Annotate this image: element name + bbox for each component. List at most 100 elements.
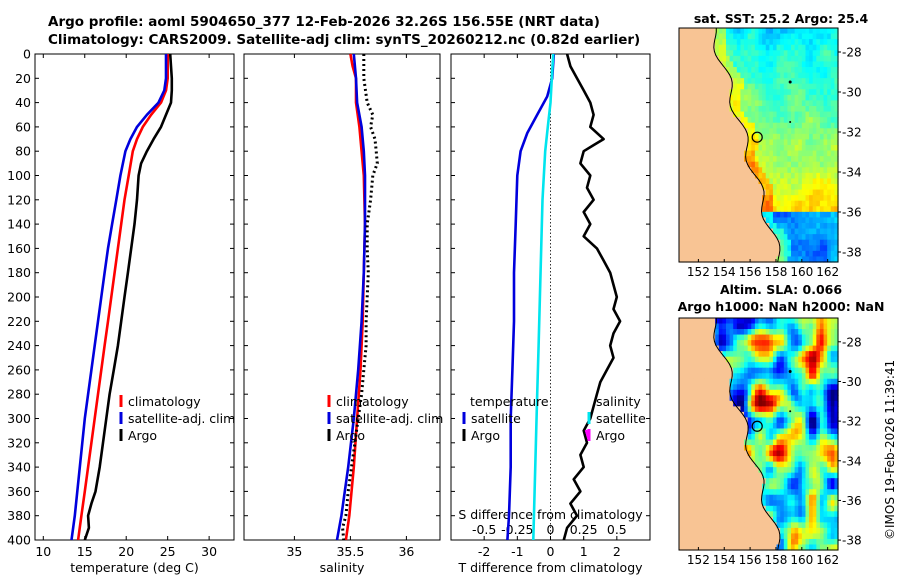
map-cell (686, 533, 691, 540)
map-cell (704, 122, 709, 129)
map-cell (704, 478, 709, 485)
map-cell (722, 373, 727, 380)
map-cell (707, 406, 713, 413)
map-cell (697, 245, 702, 252)
map-cell (700, 505, 705, 512)
map-cell (805, 50, 810, 57)
map-cell (740, 245, 745, 252)
map-cell (722, 351, 727, 358)
map-cell (827, 211, 832, 219)
map-cell (801, 178, 807, 185)
map-cell (827, 50, 832, 57)
map-cell (827, 195, 832, 202)
map-cell (769, 445, 774, 452)
map-cell (744, 511, 749, 518)
map-cell (762, 467, 767, 474)
map-cell (816, 245, 821, 252)
map-cell (704, 323, 709, 330)
map-cell (751, 195, 756, 202)
map-cell (715, 450, 720, 457)
map-cell (794, 356, 799, 363)
map-cell (711, 172, 716, 180)
map-cell (707, 505, 713, 512)
map-cell (736, 111, 742, 118)
map-cell (812, 522, 817, 529)
map-cell (765, 156, 770, 163)
map-cell (754, 50, 760, 57)
map-cell (765, 456, 770, 463)
map-cell (751, 28, 756, 35)
map-cell (798, 367, 803, 374)
map-cell (812, 494, 817, 501)
map-cell (827, 184, 832, 191)
map-cell (711, 527, 716, 535)
map-cell (798, 411, 803, 419)
map-cell (769, 428, 774, 435)
map-cell (697, 178, 702, 185)
map-cell (780, 195, 785, 202)
map-cell (707, 389, 713, 396)
map-cell (751, 189, 756, 196)
map-cell (805, 234, 810, 241)
map-cell (791, 384, 796, 391)
map-cell (697, 544, 702, 551)
map-cell (718, 345, 723, 352)
map-cell (812, 184, 817, 191)
map-cell (711, 161, 716, 168)
map-cell (823, 527, 828, 535)
map-cell (816, 340, 821, 347)
map-cell (780, 28, 785, 35)
map-cell (744, 544, 749, 551)
map-cell (780, 239, 785, 246)
map-cell (682, 89, 687, 96)
map-cell (798, 250, 803, 258)
map-cell (783, 450, 789, 457)
map-cell (812, 456, 817, 463)
map-cell (693, 122, 698, 129)
map-cell (679, 200, 684, 207)
map-cell (711, 228, 716, 235)
map-cell (718, 450, 723, 457)
ytick-label: 100 (7, 168, 31, 183)
map-cell (686, 373, 691, 380)
map-cell (772, 434, 778, 441)
map-cell (682, 511, 687, 518)
map-cell (812, 250, 817, 258)
map-cell (747, 245, 752, 252)
map-cell (805, 200, 810, 207)
map-cell (740, 367, 745, 374)
map-cell (679, 422, 684, 430)
map-cell (805, 111, 810, 118)
map-cell (765, 373, 770, 380)
map-cell (711, 384, 716, 391)
map-cell (758, 223, 763, 230)
map-cell (812, 89, 817, 96)
map-cell (744, 234, 749, 241)
map-cell (769, 195, 774, 202)
map-cell (679, 106, 684, 113)
map-cell (819, 156, 825, 163)
map-cell (686, 145, 691, 152)
map-cell (733, 511, 738, 518)
map-cell (758, 33, 763, 40)
map-cell (751, 351, 756, 358)
map-cell (754, 318, 760, 325)
map-cell (733, 161, 738, 168)
map-cell (718, 239, 723, 246)
map-cell (791, 111, 796, 118)
map-cell (801, 417, 807, 424)
map-cell (704, 61, 709, 68)
map-cell (830, 50, 835, 57)
map-cell (707, 445, 713, 452)
map-cell (751, 378, 756, 385)
map-cell (801, 500, 807, 507)
map-cell (700, 178, 705, 185)
map-cell (758, 422, 763, 430)
map-cell (693, 234, 698, 241)
map-cell (715, 117, 720, 124)
map-cell (722, 156, 727, 163)
map-cell (693, 145, 698, 152)
map-cell (765, 411, 770, 419)
map-cell (783, 411, 789, 419)
map-cell (791, 478, 796, 485)
